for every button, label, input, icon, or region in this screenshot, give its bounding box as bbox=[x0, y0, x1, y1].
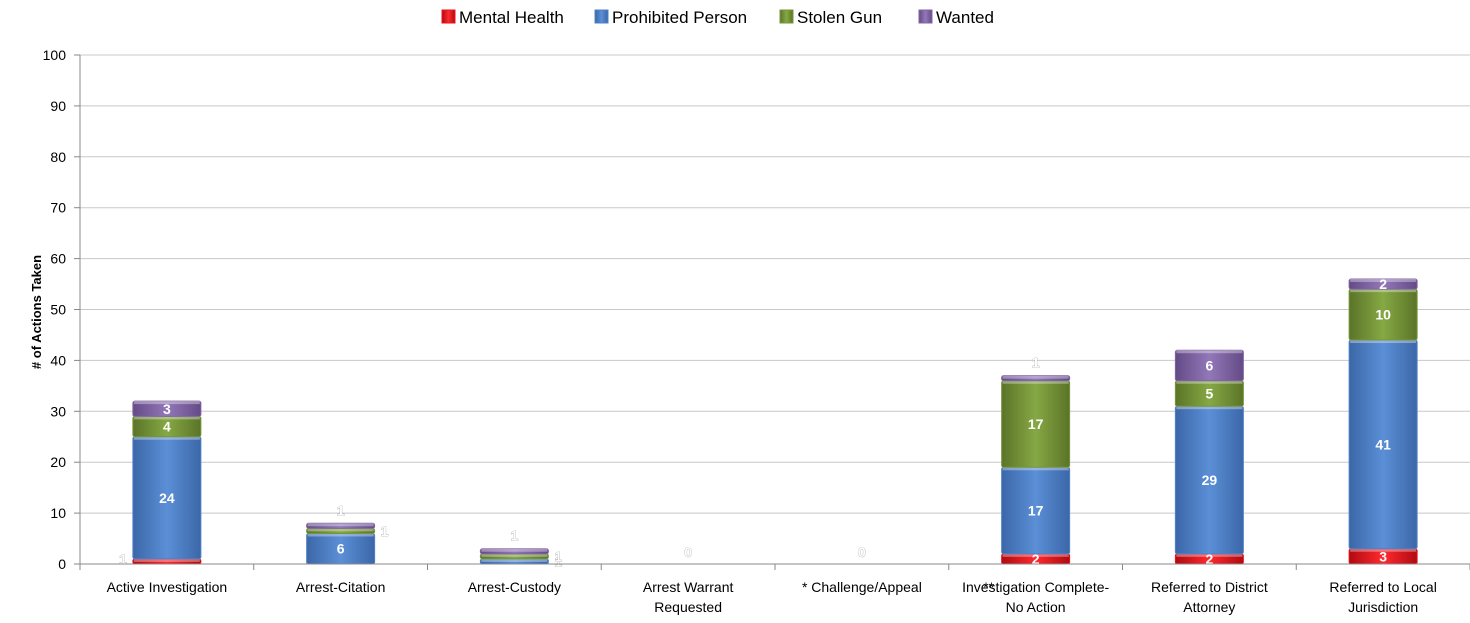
x-tick-label: Arrest-Custody bbox=[468, 579, 561, 595]
bar-segment-highlight bbox=[1002, 553, 1069, 557]
data-label: 6 bbox=[1205, 357, 1213, 373]
legend-swatch bbox=[779, 9, 794, 24]
data-label: 41 bbox=[1375, 436, 1391, 452]
bar-segment-highlight bbox=[307, 523, 374, 527]
data-label: 1 bbox=[381, 523, 389, 539]
data-label: 17 bbox=[1028, 503, 1044, 519]
data-label: 1 bbox=[554, 548, 562, 564]
x-tick-label: Jurisdiction bbox=[1348, 599, 1418, 615]
data-label: 2 bbox=[1205, 551, 1213, 567]
bar-segment-highlight bbox=[1176, 380, 1243, 384]
x-tick-label: Referred to Local bbox=[1329, 579, 1436, 595]
data-label: 5 bbox=[1205, 385, 1213, 401]
legend-label: Wanted bbox=[936, 8, 994, 27]
bar-segment-highlight bbox=[1176, 553, 1243, 557]
bar-segment bbox=[132, 400, 202, 417]
data-label: 2 bbox=[1379, 276, 1387, 292]
y-tick-label: 40 bbox=[50, 352, 66, 368]
data-label: 1 bbox=[510, 528, 518, 544]
x-tick-label: No Action bbox=[1006, 599, 1066, 615]
bar-segment-highlight bbox=[1350, 289, 1417, 293]
bar-segment-highlight bbox=[1002, 380, 1069, 384]
bar-segment-highlight bbox=[133, 416, 200, 420]
bar-segment bbox=[1174, 349, 1244, 382]
bar-segment-highlight bbox=[307, 533, 374, 537]
legend-label: Mental Health bbox=[459, 8, 564, 27]
chart-legend: Mental Health Prohibited Person Stolen Gun… bbox=[441, 8, 994, 27]
data-label: 6 bbox=[337, 541, 345, 557]
data-label-zero: 0 bbox=[858, 544, 866, 560]
bar-segment-highlight bbox=[481, 548, 548, 552]
bar-segment-highlight bbox=[1350, 548, 1417, 552]
y-tick-label: 70 bbox=[50, 200, 66, 216]
y-tick-label: 60 bbox=[50, 251, 66, 267]
bar-segment-highlight bbox=[1002, 375, 1069, 379]
y-tick-label: 80 bbox=[50, 149, 66, 165]
bar-segment-highlight bbox=[1002, 467, 1069, 471]
data-label: 1 bbox=[554, 553, 562, 569]
x-tick-label: Attorney bbox=[1183, 599, 1235, 615]
bar-segment bbox=[479, 548, 549, 555]
bar-segment-highlight bbox=[133, 401, 200, 405]
y-tick-label: 10 bbox=[50, 505, 66, 521]
bar-segment-highlight bbox=[1350, 278, 1417, 282]
y-tick-label: 50 bbox=[50, 302, 66, 318]
gridlines bbox=[80, 54, 1470, 514]
x-tick-label: Referred to District bbox=[1151, 579, 1268, 595]
x-tick-label: Investigation Complete- bbox=[962, 579, 1109, 595]
legend-swatch bbox=[594, 9, 609, 24]
y-tick-label: 90 bbox=[50, 98, 66, 114]
data-label: 24 bbox=[159, 490, 175, 506]
bar-segment bbox=[1348, 278, 1418, 290]
bar-segment-highlight bbox=[133, 558, 200, 562]
y-tick-label: 20 bbox=[50, 454, 66, 470]
data-label: 29 bbox=[1202, 472, 1218, 488]
bar-segment-highlight bbox=[1350, 340, 1417, 344]
data-label: 1 bbox=[337, 502, 345, 518]
data-label: 1 bbox=[119, 551, 127, 567]
bar-segment-highlight bbox=[481, 558, 548, 562]
bar-segment-highlight bbox=[1176, 350, 1243, 354]
data-label: 1 bbox=[1032, 355, 1040, 371]
y-axis-label: # of Actions Taken bbox=[29, 255, 44, 369]
data-label: 17 bbox=[1028, 416, 1044, 432]
x-tick-label: Arrest-Citation bbox=[296, 579, 385, 595]
data-label: 3 bbox=[1379, 548, 1387, 564]
data-label-zero: 0 bbox=[684, 544, 692, 560]
data-label: 4 bbox=[163, 419, 171, 435]
y-tick-label: 100 bbox=[43, 47, 67, 63]
legend-label: Prohibited Person bbox=[612, 8, 747, 27]
bar-segment bbox=[1001, 375, 1071, 382]
x-tick-label: Requested bbox=[654, 599, 722, 615]
bar-segment-highlight bbox=[481, 553, 548, 557]
data-label: 2 bbox=[1032, 551, 1040, 567]
x-tick-label: Arrest Warrant bbox=[643, 579, 734, 595]
footnote-marker: ** bbox=[983, 579, 994, 595]
bar-segment-highlight bbox=[133, 436, 200, 440]
legend-label: Stolen Gun bbox=[797, 8, 882, 27]
x-tick-label: Active Investigation bbox=[107, 579, 228, 595]
bar-segment bbox=[306, 522, 376, 529]
legend-swatch bbox=[441, 9, 456, 24]
x-tick-label: * Challenge/Appeal bbox=[802, 579, 922, 595]
data-label: 10 bbox=[1375, 307, 1391, 323]
y-tick-label: 0 bbox=[58, 556, 66, 572]
bar-segment-highlight bbox=[307, 528, 374, 532]
y-tick-label: 30 bbox=[50, 403, 66, 419]
bar-segment-highlight bbox=[1176, 406, 1243, 410]
data-label: 3 bbox=[163, 401, 171, 417]
legend-swatch bbox=[918, 9, 933, 24]
